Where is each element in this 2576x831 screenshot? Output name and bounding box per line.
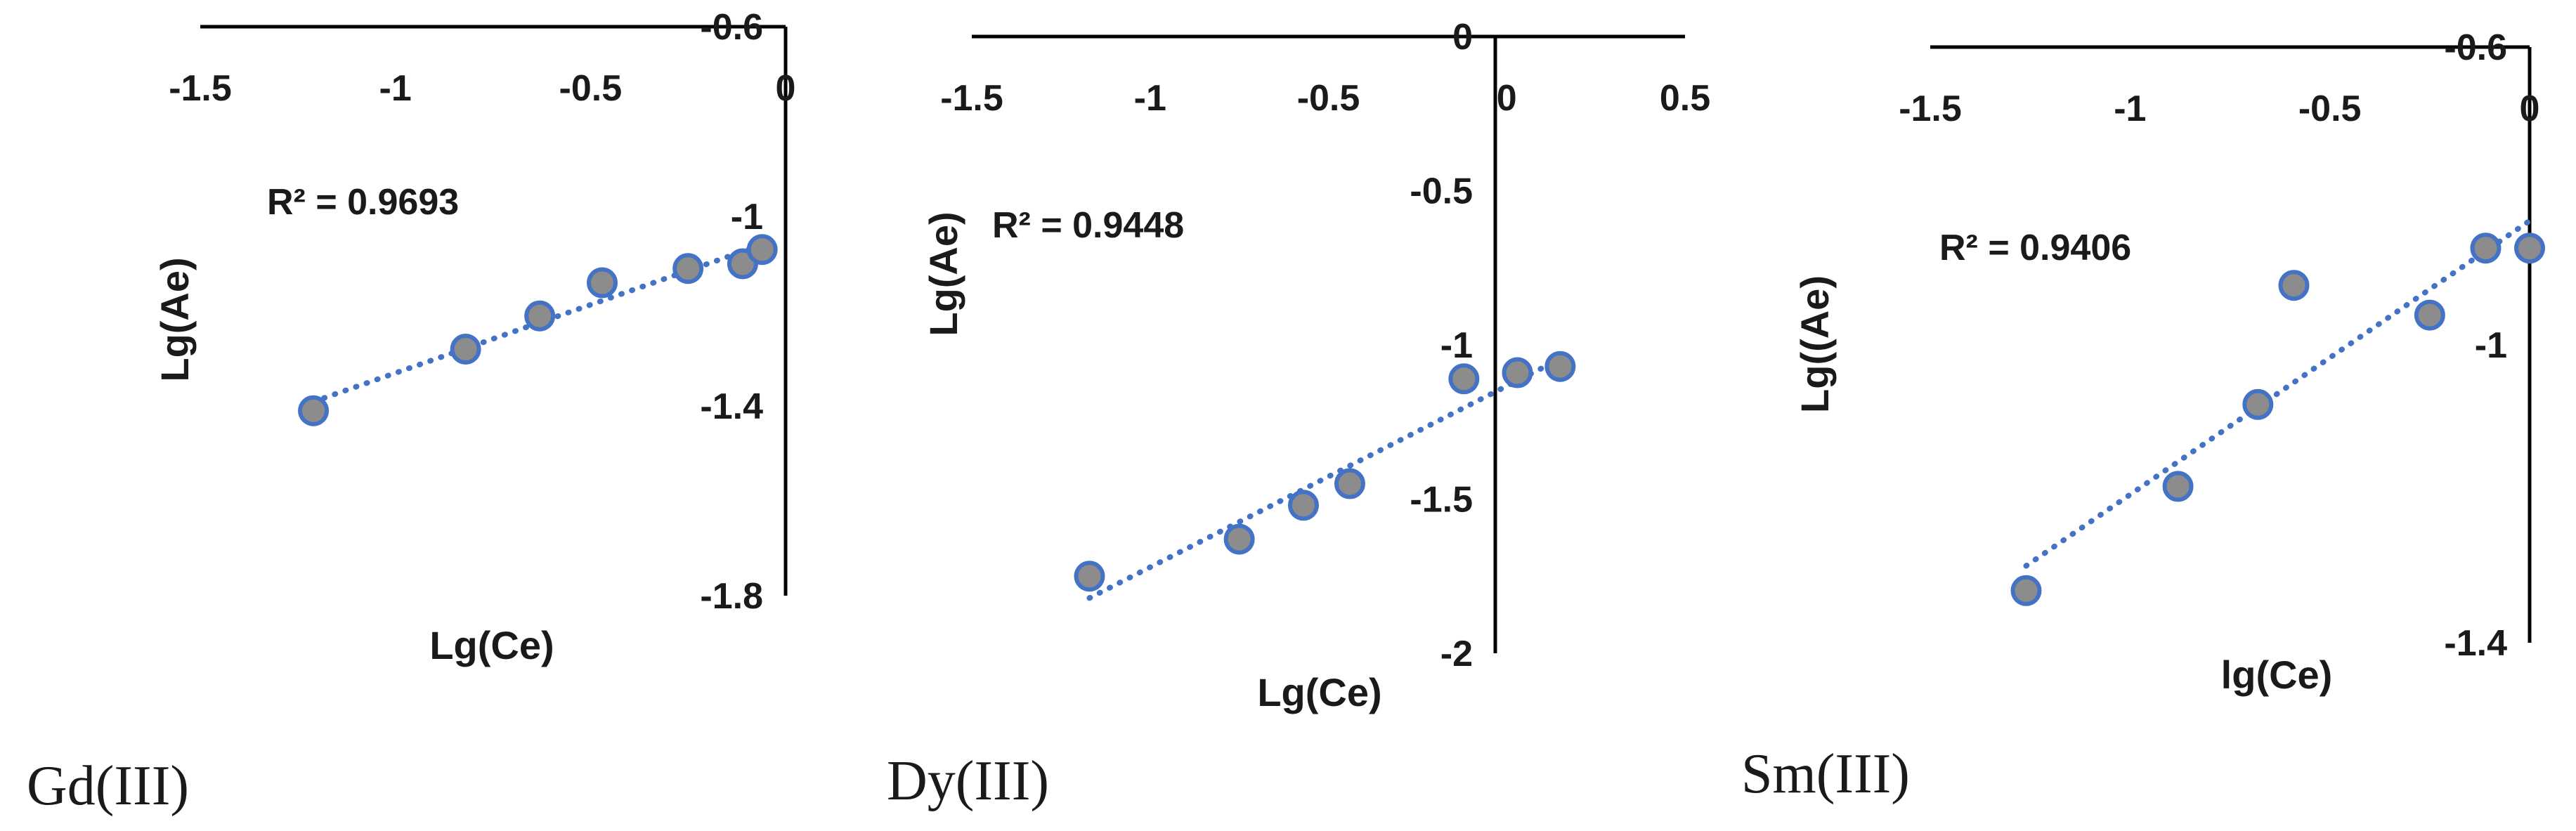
y-tick-label: -0.6 xyxy=(2444,27,2507,68)
data-points xyxy=(2010,233,2545,606)
x-tick-labels: -1.5 -1 -0.5 0 xyxy=(1899,89,2539,129)
x-tick-label: -1.5 xyxy=(169,68,232,109)
x-tick-label: -1 xyxy=(1134,78,1166,119)
y-axis-title: Lg(Ae) xyxy=(152,257,197,381)
r-squared-annotation: R² = 0.9448 xyxy=(992,205,1184,246)
y-tick-label: -0.5 xyxy=(1410,171,1473,212)
data-point xyxy=(298,395,330,426)
data-point xyxy=(746,234,778,266)
data-point xyxy=(2414,299,2445,331)
data-point xyxy=(2242,388,2274,420)
trendline xyxy=(2023,218,2532,569)
data-point xyxy=(1502,357,1533,388)
data-point xyxy=(2470,233,2502,264)
x-tick-label: -0.5 xyxy=(559,68,623,109)
y-tick-label: -1 xyxy=(2475,325,2507,366)
data-point xyxy=(524,300,556,332)
data-point xyxy=(1223,523,1255,555)
x-tick-label: 0 xyxy=(1497,78,1517,119)
y-tick-label: -1.8 xyxy=(700,576,763,617)
y-axis-title: Lg((Ae) xyxy=(1793,275,1837,413)
x-axis-title: Lg(Ce) xyxy=(429,623,554,667)
x-tick-label: -1 xyxy=(379,68,412,109)
panel-dy: -1.5 -1 -0.5 0 0.5 0 -0.5 -1 -1.5 -2 R² = 0.9448… xyxy=(887,17,1710,812)
x-tick-label: 0 xyxy=(2520,89,2540,129)
y-tick-label: -1.4 xyxy=(700,386,763,427)
x-tick-label: 0.5 xyxy=(1660,78,1710,119)
data-point xyxy=(2278,270,2310,301)
y-tick-labels: -0.6 -1 -1.4 xyxy=(2444,27,2507,664)
y-tick-labels: -0.6 -1 -1.4 -1.8 xyxy=(700,7,763,617)
data-point xyxy=(2162,471,2194,502)
panel-label: Dy(III) xyxy=(887,750,1049,812)
y-tick-labels: 0 -0.5 -1 -1.5 -2 xyxy=(1410,17,1473,674)
y-axis-title: Lg(Ae) xyxy=(921,211,965,336)
panel-sm: -1.5 -1 -0.5 0 -0.6 -1 -1.4 R² = 0.9406 Lg((A… xyxy=(1741,27,2545,805)
x-tick-labels: -1.5 -1 -0.5 0 xyxy=(169,68,795,109)
data-point xyxy=(450,334,481,365)
x-tick-labels: -1.5 -1 -0.5 0 0.5 xyxy=(940,78,1710,119)
x-axis-title: Lg(Ce) xyxy=(1257,670,1381,714)
data-points xyxy=(298,234,778,426)
trendline xyxy=(1086,355,1563,601)
data-point xyxy=(672,253,704,284)
y-tick-label: -1 xyxy=(731,197,763,237)
x-axis-title: lg(Ce) xyxy=(2221,653,2333,697)
x-tick-label: -1.5 xyxy=(940,78,1003,119)
x-tick-label: 0 xyxy=(776,68,796,109)
y-tick-label: -1 xyxy=(1440,325,1473,366)
data-point xyxy=(1334,468,1365,499)
data-point xyxy=(2514,233,2545,264)
data-point xyxy=(1544,351,1576,382)
y-tick-label: -1.5 xyxy=(1410,480,1473,521)
y-tick-label: 0 xyxy=(1452,17,1473,58)
y-tick-label: -1.4 xyxy=(2444,623,2507,664)
panel-label: Gd(III) xyxy=(27,755,189,817)
data-point xyxy=(586,267,618,299)
data-point xyxy=(2010,575,2042,606)
x-tick-label: -1 xyxy=(2114,89,2146,129)
panel-label: Sm(III) xyxy=(1741,743,1910,805)
x-tick-label: -0.5 xyxy=(2298,89,2362,129)
x-tick-label: -1.5 xyxy=(1899,89,1962,129)
x-tick-label: -0.5 xyxy=(1297,78,1360,119)
r-squared-annotation: R² = 0.9406 xyxy=(1939,228,2131,268)
r-squared-annotation: R² = 0.9693 xyxy=(267,182,459,223)
y-tick-label: -2 xyxy=(1440,634,1473,674)
data-point xyxy=(1448,363,1480,395)
data-point xyxy=(1074,561,1105,592)
y-tick-label: -0.6 xyxy=(700,7,763,48)
panel-gd: -1.5 -1 -0.5 0 -0.6 -1 -1.4 -1.8 R² = 0.9693 L… xyxy=(27,7,795,817)
data-points xyxy=(1074,351,1576,592)
data-point xyxy=(1287,490,1319,521)
